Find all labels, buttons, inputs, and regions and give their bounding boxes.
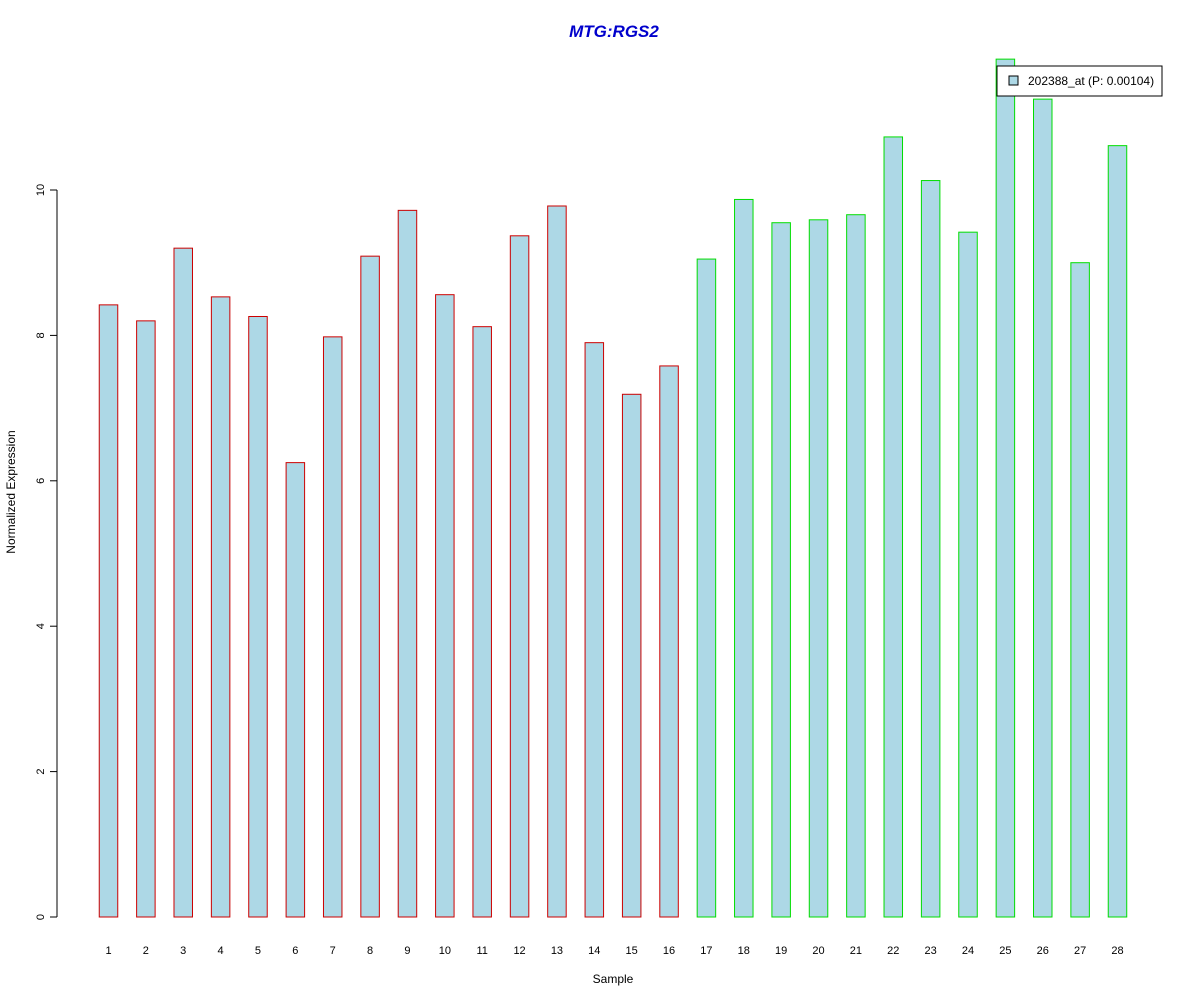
x-tick-label: 24 — [962, 945, 974, 957]
bar-sample-25 — [996, 59, 1015, 917]
bar-sample-3 — [174, 248, 193, 917]
y-tick-label: 6 — [35, 478, 47, 484]
x-tick-label: 21 — [850, 945, 862, 957]
x-tick-labels: 1 2 3 4 5 6 7 8 9 10 11 12 13 14 15 16 17 18 19 20 21 22 23 24 2… — [105, 945, 1123, 957]
bar-sample-27 — [1071, 263, 1090, 917]
legend: 202388_at (P: 0.00104) — [997, 66, 1162, 96]
x-tick-label: 15 — [626, 945, 638, 957]
bar-sample-8 — [361, 256, 380, 917]
y-axis: 0 2 4 6 8 10 — [35, 184, 57, 920]
x-tick-label: 9 — [404, 945, 410, 957]
y-tick-label: 8 — [35, 332, 47, 338]
x-tick-label: 27 — [1074, 945, 1086, 957]
bar-sample-21 — [847, 215, 866, 917]
x-tick-label: 12 — [513, 945, 525, 957]
bar-sample-2 — [137, 321, 156, 917]
x-tick-label: 19 — [775, 945, 787, 957]
bar-sample-20 — [809, 220, 828, 917]
legend-swatch — [1009, 76, 1018, 85]
y-tick-label: 2 — [35, 769, 47, 775]
bar-sample-22 — [884, 137, 903, 917]
x-tick-label: 14 — [588, 945, 600, 957]
x-tick-label: 17 — [700, 945, 712, 957]
bar-sample-6 — [286, 463, 305, 917]
bar-sample-16 — [660, 366, 679, 917]
x-tick-label: 3 — [180, 945, 186, 957]
x-tick-label: 28 — [1111, 945, 1123, 957]
bar-sample-19 — [772, 223, 791, 917]
bar-sample-24 — [959, 232, 978, 917]
bar-sample-1 — [99, 305, 118, 917]
bar-sample-28 — [1108, 146, 1127, 917]
bar-sample-4 — [211, 297, 230, 917]
x-tick-label: 1 — [105, 945, 111, 957]
y-tick-label: 4 — [35, 623, 47, 629]
y-tick-label: 10 — [35, 184, 47, 196]
bars — [99, 59, 1126, 917]
bar-sample-26 — [1034, 99, 1053, 917]
bar-sample-9 — [398, 210, 417, 917]
x-tick-label: 22 — [887, 945, 899, 957]
bar-sample-5 — [249, 316, 267, 917]
x-tick-label: 4 — [218, 945, 224, 957]
bar-sample-18 — [735, 199, 754, 917]
x-tick-label: 18 — [738, 945, 750, 957]
bar-sample-15 — [622, 394, 641, 917]
legend-label: 202388_at (P: 0.00104) — [1028, 74, 1154, 88]
x-axis-title: Sample — [593, 972, 634, 986]
y-tick-label: 0 — [35, 914, 47, 920]
x-tick-label: 7 — [330, 945, 336, 957]
bar-sample-12 — [510, 236, 529, 917]
bar-sample-23 — [921, 181, 940, 917]
x-tick-label: 23 — [925, 945, 937, 957]
bar-sample-14 — [585, 343, 604, 917]
bar-sample-11 — [473, 327, 492, 917]
x-tick-label: 11 — [476, 945, 487, 957]
x-tick-label: 20 — [812, 945, 824, 957]
x-tick-label: 13 — [551, 945, 563, 957]
bar-sample-10 — [436, 295, 455, 917]
y-axis-title: Normalized Expression — [4, 430, 18, 553]
x-tick-label: 25 — [999, 945, 1011, 957]
x-tick-label: 10 — [439, 945, 451, 957]
x-tick-label: 16 — [663, 945, 675, 957]
chart-title: MTG:RGS2 — [569, 22, 659, 41]
x-tick-label: 6 — [292, 945, 298, 957]
bar-sample-17 — [697, 259, 716, 917]
x-tick-label: 8 — [367, 945, 373, 957]
bar-sample-13 — [548, 206, 567, 917]
x-tick-label: 2 — [143, 945, 149, 957]
bar-sample-7 — [323, 337, 342, 917]
x-tick-label: 26 — [1037, 945, 1049, 957]
x-tick-label: 5 — [255, 945, 261, 957]
